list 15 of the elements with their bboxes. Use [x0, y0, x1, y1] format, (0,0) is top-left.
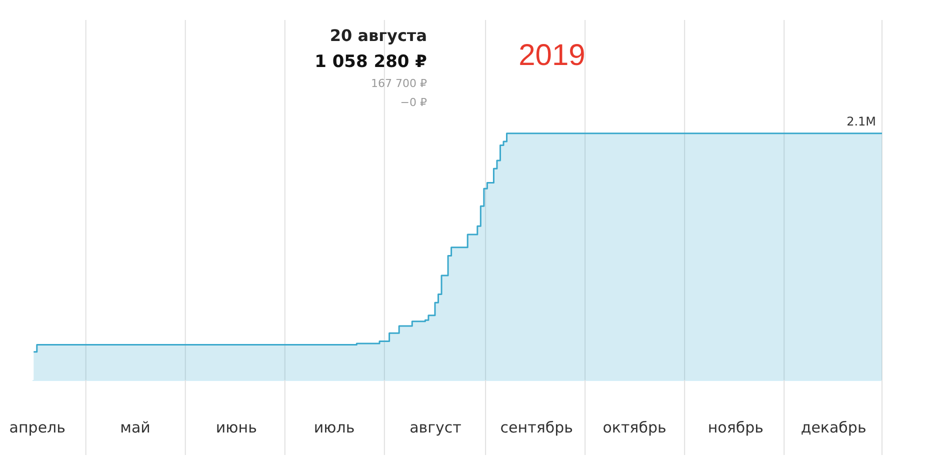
- x-tick-label: август: [410, 418, 462, 436]
- text: 2.1M: [846, 114, 876, 128]
- x-tick-label: октябрь: [602, 418, 666, 436]
- x-tick-label: декабрь: [800, 418, 866, 436]
- x-tick-label: май: [120, 418, 150, 436]
- x-tick-label: апрель: [9, 418, 66, 436]
- x-tick-label: июнь: [216, 418, 257, 436]
- text: 2019: [518, 39, 586, 72]
- text: 20 августа: [330, 26, 427, 45]
- text: 167 700 ₽: [371, 77, 427, 90]
- x-tick-label: сентябрь: [500, 418, 573, 436]
- x-tick-label: ноябрь: [708, 418, 764, 436]
- x-tick-label: июль: [314, 418, 355, 436]
- text: 1 058 280 ₽: [314, 52, 428, 72]
- text: −0 ₽: [400, 96, 427, 109]
